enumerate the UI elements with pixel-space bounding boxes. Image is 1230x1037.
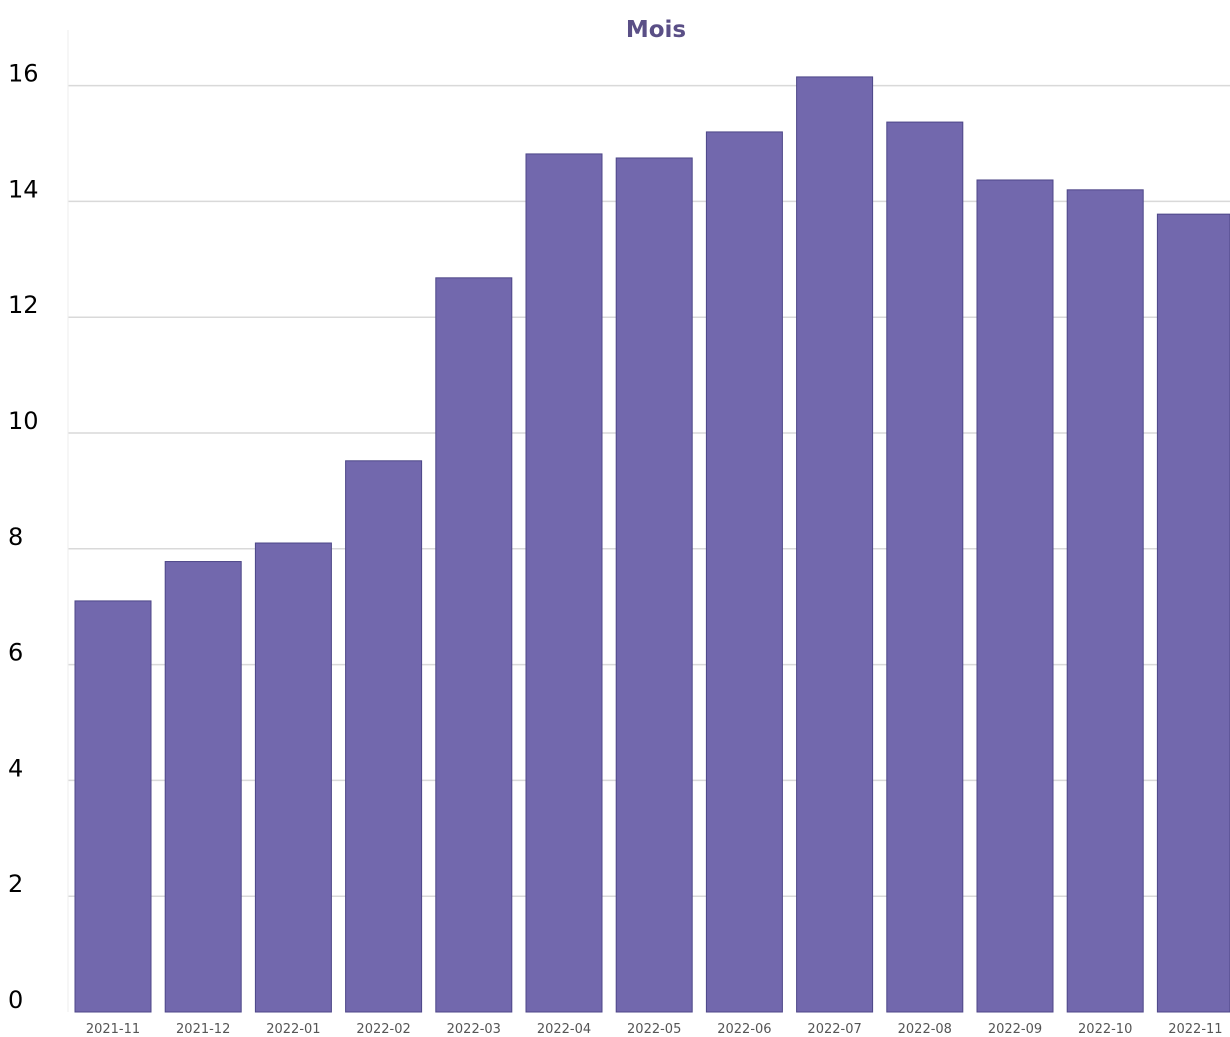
bar-2022-08 <box>886 121 964 1013</box>
x-tick-label: 2022-01 <box>266 1022 320 1037</box>
y-tick-label: 14 <box>8 175 39 203</box>
bar-2022-02 <box>345 460 423 1013</box>
bar-2022-01 <box>254 542 332 1013</box>
y-tick-label: 0 <box>8 986 23 1014</box>
x-tick-label: 2021-12 <box>176 1022 230 1037</box>
bars <box>74 76 1230 1013</box>
bar-2022-09 <box>976 179 1054 1013</box>
x-tick-label: 2022-06 <box>717 1022 771 1037</box>
x-tick-label: 2021-11 <box>86 1022 140 1037</box>
y-tick-label: 16 <box>8 60 39 88</box>
x-axis-ticks: 2021-11 2021-12 2022-01 2022-02 2022-03 2022-… <box>86 1022 1223 1037</box>
y-tick-label: 12 <box>8 291 39 319</box>
bar-2022-07 <box>796 76 874 1013</box>
x-tick-label: 2022-08 <box>898 1022 952 1037</box>
bar-2022-10 <box>1066 189 1144 1013</box>
x-tick-label: 2022-02 <box>356 1022 410 1037</box>
x-tick-label: 2022-11 <box>1168 1022 1222 1037</box>
y-tick-label: 8 <box>8 523 23 551</box>
x-tick-label: 2022-04 <box>537 1022 591 1037</box>
bar-2021-12 <box>164 561 242 1013</box>
y-tick-label: 4 <box>8 754 23 782</box>
chart-title: Mois <box>626 17 686 43</box>
bar-2022-11 <box>1156 213 1230 1013</box>
bar-2022-05 <box>615 157 693 1013</box>
bar-2022-06 <box>705 131 783 1013</box>
y-tick-label: 2 <box>8 870 23 898</box>
bar-2022-03 <box>435 277 513 1013</box>
y-tick-label: 10 <box>8 407 39 435</box>
bar-2022-04 <box>525 153 603 1013</box>
y-axis-ticks: 0 2 4 6 8 10 12 14 16 <box>8 60 39 1014</box>
x-tick-label: 2022-03 <box>447 1022 501 1037</box>
x-tick-label: 2022-09 <box>988 1022 1042 1037</box>
x-tick-label: 2022-05 <box>627 1022 681 1037</box>
y-tick-label: 6 <box>8 639 23 667</box>
bar-2021-11 <box>74 600 152 1013</box>
x-tick-label: 2022-07 <box>807 1022 861 1037</box>
x-tick-label: 2022-10 <box>1078 1022 1132 1037</box>
